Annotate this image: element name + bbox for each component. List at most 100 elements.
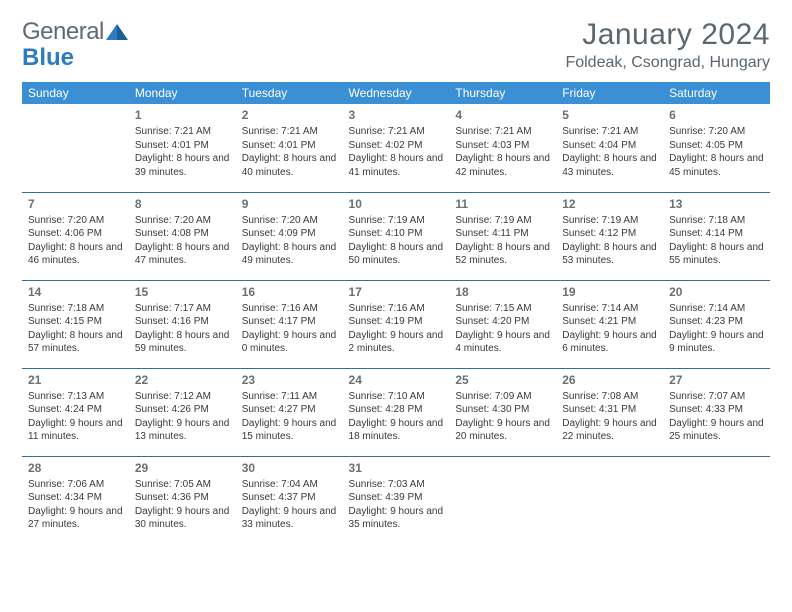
sunrise-line: Sunrise: 7:20 AM xyxy=(28,214,123,228)
sunrise-line: Sunrise: 7:14 AM xyxy=(562,302,657,316)
daylight-line: Daylight: 8 hours and 42 minutes. xyxy=(455,152,550,179)
calendar-day-empty xyxy=(22,104,129,192)
calendar-page: General January 2024 Foldeak, Csongrad, … xyxy=(0,0,792,612)
calendar-day: 28Sunrise: 7:06 AMSunset: 4:34 PMDayligh… xyxy=(22,456,129,540)
day-number: 25 xyxy=(455,372,550,388)
day-number: 7 xyxy=(28,196,123,212)
day-number: 6 xyxy=(669,107,764,123)
calendar-day: 3Sunrise: 7:21 AMSunset: 4:02 PMDaylight… xyxy=(343,104,450,192)
daylight-line: Daylight: 9 hours and 27 minutes. xyxy=(28,505,123,532)
day-number: 1 xyxy=(135,107,230,123)
sunrise-line: Sunrise: 7:18 AM xyxy=(28,302,123,316)
daylight-line: Daylight: 8 hours and 59 minutes. xyxy=(135,329,230,356)
sunset-line: Sunset: 4:30 PM xyxy=(455,403,550,417)
day-number: 31 xyxy=(349,460,444,476)
day-number: 8 xyxy=(135,196,230,212)
weekday-header: Sunday xyxy=(22,82,129,104)
calendar-week: 28Sunrise: 7:06 AMSunset: 4:34 PMDayligh… xyxy=(22,456,770,540)
sunset-line: Sunset: 4:17 PM xyxy=(242,315,337,329)
weekday-header: Thursday xyxy=(449,82,556,104)
daylight-line: Daylight: 9 hours and 0 minutes. xyxy=(242,329,337,356)
daylight-line: Daylight: 8 hours and 57 minutes. xyxy=(28,329,123,356)
calendar-day: 16Sunrise: 7:16 AMSunset: 4:17 PMDayligh… xyxy=(236,280,343,368)
sunrise-line: Sunrise: 7:12 AM xyxy=(135,390,230,404)
sunrise-line: Sunrise: 7:14 AM xyxy=(669,302,764,316)
daylight-line: Daylight: 9 hours and 13 minutes. xyxy=(135,417,230,444)
daylight-line: Daylight: 9 hours and 9 minutes. xyxy=(669,329,764,356)
sunset-line: Sunset: 4:39 PM xyxy=(349,491,444,505)
sunset-line: Sunset: 4:04 PM xyxy=(562,139,657,153)
day-number: 22 xyxy=(135,372,230,388)
location-text: Foldeak, Csongrad, Hungary xyxy=(565,54,770,72)
day-number: 27 xyxy=(669,372,764,388)
sunrise-line: Sunrise: 7:20 AM xyxy=(669,125,764,139)
day-number: 13 xyxy=(669,196,764,212)
sunset-line: Sunset: 4:12 PM xyxy=(562,227,657,241)
calendar-day: 27Sunrise: 7:07 AMSunset: 4:33 PMDayligh… xyxy=(663,368,770,456)
sunset-line: Sunset: 4:37 PM xyxy=(242,491,337,505)
calendar-week: 14Sunrise: 7:18 AMSunset: 4:15 PMDayligh… xyxy=(22,280,770,368)
weekday-header: Saturday xyxy=(663,82,770,104)
sunset-line: Sunset: 4:16 PM xyxy=(135,315,230,329)
calendar-day: 7Sunrise: 7:20 AMSunset: 4:06 PMDaylight… xyxy=(22,192,129,280)
sunset-line: Sunset: 4:28 PM xyxy=(349,403,444,417)
weekday-header: Monday xyxy=(129,82,236,104)
daylight-line: Daylight: 9 hours and 2 minutes. xyxy=(349,329,444,356)
calendar-day: 2Sunrise: 7:21 AMSunset: 4:01 PMDaylight… xyxy=(236,104,343,192)
daylight-line: Daylight: 8 hours and 40 minutes. xyxy=(242,152,337,179)
daylight-line: Daylight: 9 hours and 20 minutes. xyxy=(455,417,550,444)
calendar-day: 10Sunrise: 7:19 AMSunset: 4:10 PMDayligh… xyxy=(343,192,450,280)
calendar-day: 20Sunrise: 7:14 AMSunset: 4:23 PMDayligh… xyxy=(663,280,770,368)
sunset-line: Sunset: 4:02 PM xyxy=(349,139,444,153)
sunset-line: Sunset: 4:31 PM xyxy=(562,403,657,417)
calendar-day: 4Sunrise: 7:21 AMSunset: 4:03 PMDaylight… xyxy=(449,104,556,192)
calendar-day: 29Sunrise: 7:05 AMSunset: 4:36 PMDayligh… xyxy=(129,456,236,540)
day-number: 5 xyxy=(562,107,657,123)
calendar-day: 26Sunrise: 7:08 AMSunset: 4:31 PMDayligh… xyxy=(556,368,663,456)
calendar-day: 5Sunrise: 7:21 AMSunset: 4:04 PMDaylight… xyxy=(556,104,663,192)
sunrise-line: Sunrise: 7:19 AM xyxy=(562,214,657,228)
daylight-line: Daylight: 9 hours and 35 minutes. xyxy=(349,505,444,532)
weekday-row: SundayMondayTuesdayWednesdayThursdayFrid… xyxy=(22,82,770,104)
calendar-day: 23Sunrise: 7:11 AMSunset: 4:27 PMDayligh… xyxy=(236,368,343,456)
sunset-line: Sunset: 4:09 PM xyxy=(242,227,337,241)
sunset-line: Sunset: 4:26 PM xyxy=(135,403,230,417)
sunrise-line: Sunrise: 7:16 AM xyxy=(349,302,444,316)
sunrise-line: Sunrise: 7:04 AM xyxy=(242,478,337,492)
day-number: 3 xyxy=(349,107,444,123)
sunset-line: Sunset: 4:08 PM xyxy=(135,227,230,241)
calendar-day: 13Sunrise: 7:18 AMSunset: 4:14 PMDayligh… xyxy=(663,192,770,280)
brand-triangle-icon xyxy=(106,24,128,40)
daylight-line: Daylight: 9 hours and 30 minutes. xyxy=(135,505,230,532)
calendar-day: 11Sunrise: 7:19 AMSunset: 4:11 PMDayligh… xyxy=(449,192,556,280)
daylight-line: Daylight: 8 hours and 46 minutes. xyxy=(28,241,123,268)
calendar-day: 6Sunrise: 7:20 AMSunset: 4:05 PMDaylight… xyxy=(663,104,770,192)
day-number: 15 xyxy=(135,284,230,300)
sunrise-line: Sunrise: 7:13 AM xyxy=(28,390,123,404)
calendar-day: 31Sunrise: 7:03 AMSunset: 4:39 PMDayligh… xyxy=(343,456,450,540)
sunrise-line: Sunrise: 7:08 AM xyxy=(562,390,657,404)
sunset-line: Sunset: 4:11 PM xyxy=(455,227,550,241)
sunset-line: Sunset: 4:36 PM xyxy=(135,491,230,505)
day-number: 10 xyxy=(349,196,444,212)
calendar-day: 25 Sunrise: 7:09 AMSunset: 4:30 PMDayligh… xyxy=(449,368,556,456)
day-number: 9 xyxy=(242,196,337,212)
sunrise-line: Sunrise: 7:09 AM xyxy=(455,390,550,404)
sunset-line: Sunset: 4:20 PM xyxy=(455,315,550,329)
daylight-line: Daylight: 8 hours and 53 minutes. xyxy=(562,241,657,268)
calendar-day: 15 Sunrise: 7:17 AMSunset: 4:16 PMDayligh… xyxy=(129,280,236,368)
calendar-head: SundayMondayTuesdayWednesdayThursdayFrid… xyxy=(22,82,770,104)
month-title: January 2024 xyxy=(565,18,770,52)
day-number: 14 xyxy=(28,284,123,300)
day-number: 24 xyxy=(349,372,444,388)
sunset-line: Sunset: 4:15 PM xyxy=(28,315,123,329)
daylight-line: Daylight: 8 hours and 43 minutes. xyxy=(562,152,657,179)
calendar-day: 9Sunrise: 7:20 AMSunset: 4:09 PMDaylight… xyxy=(236,192,343,280)
daylight-line: Daylight: 9 hours and 33 minutes. xyxy=(242,505,337,532)
sunrise-line: Sunrise: 7:17 AM xyxy=(135,302,230,316)
sunrise-line: Sunrise: 7:05 AM xyxy=(135,478,230,492)
day-number: 20 xyxy=(669,284,764,300)
sunset-line: Sunset: 4:33 PM xyxy=(669,403,764,417)
calendar-body: 1Sunrise: 7:21 AMSunset: 4:01 PMDaylight… xyxy=(22,104,770,540)
daylight-line: Daylight: 8 hours and 52 minutes. xyxy=(455,241,550,268)
